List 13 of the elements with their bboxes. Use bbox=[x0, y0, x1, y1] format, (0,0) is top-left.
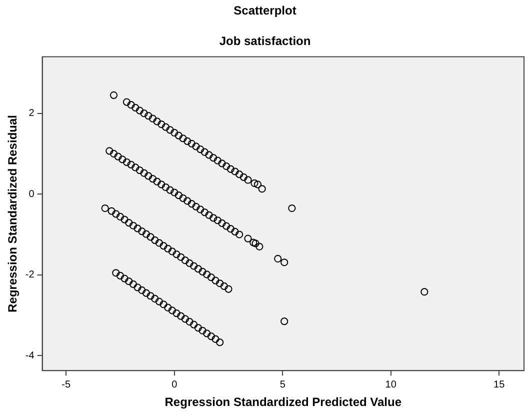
x-axis-title: Regression Standardized Predicted Value bbox=[164, 395, 402, 410]
y-tick-label: -4 bbox=[25, 350, 35, 362]
x-tick-label: 15 bbox=[494, 379, 506, 390]
y-tick-label: 2 bbox=[28, 108, 35, 120]
y-tick-label: 0 bbox=[28, 188, 35, 200]
x-tick-label: 0 bbox=[172, 379, 178, 390]
x-tick-label: 5 bbox=[280, 379, 286, 390]
chart-title: Scatterplot bbox=[234, 4, 296, 18]
x-tick-label: 10 bbox=[385, 379, 397, 390]
y-tick-label: -2 bbox=[25, 270, 35, 281]
x-tick-label: -5 bbox=[62, 379, 71, 390]
y-axis-title: Regression Standardized Residual bbox=[6, 115, 20, 312]
chart-subtitle: Job satisfaction bbox=[219, 34, 311, 48]
